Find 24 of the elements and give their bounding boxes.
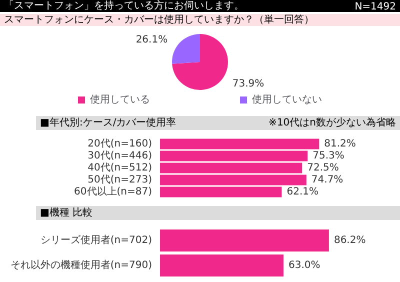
y-tick-label: 60代以上(n=87) bbox=[74, 186, 152, 198]
data-label: 62.1% bbox=[286, 186, 318, 198]
chart-subtitle: スマートフォンにケース・カバーは使用していますか？（単一回答） bbox=[4, 14, 314, 26]
y-tick-label: 50代(n=273) bbox=[88, 174, 152, 186]
y-tick-label: シリーズ使用者(n=702) bbox=[40, 234, 152, 246]
y-tick-label: それ以外の機種使用者(n=790) bbox=[10, 259, 152, 271]
data-label: 72.5% bbox=[307, 162, 339, 174]
data-label: 73.9% bbox=[232, 78, 264, 90]
y-tick-label: 20代(n=160) bbox=[88, 138, 152, 150]
chart-title: ■年代別:ケース/カバー使用率 bbox=[40, 116, 176, 128]
data-label: 75.3% bbox=[312, 150, 344, 162]
text: ※10代はn数が少ない為省略 bbox=[268, 116, 396, 128]
data-label: 26.1% bbox=[136, 34, 168, 46]
text: ■機種 比較 bbox=[40, 206, 93, 218]
data-label: 86.2% bbox=[334, 235, 366, 246]
y-tick-label: 40代(n=512) bbox=[88, 162, 152, 174]
chart-title: 「スマートフォン」を持っている方にお伺いします。 bbox=[4, 0, 244, 12]
legend-label: 使用していない bbox=[252, 94, 322, 106]
data-label: 74.7% bbox=[311, 174, 344, 186]
data-label: 63.0% bbox=[288, 260, 320, 271]
legend-label: 使用している bbox=[90, 94, 150, 106]
data-label: 81.2% bbox=[324, 138, 356, 150]
text: N=1492 bbox=[354, 2, 396, 12]
y-tick-label: 30代(n=446) bbox=[88, 150, 152, 162]
